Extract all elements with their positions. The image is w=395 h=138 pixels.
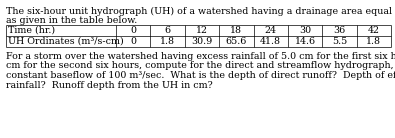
Text: 6: 6 [164,26,171,35]
Text: 30: 30 [299,26,311,35]
Text: rainfall?  Runoff depth from the UH in cm?: rainfall? Runoff depth from the UH in cm… [6,80,213,90]
Text: 12: 12 [196,26,208,35]
Text: 42: 42 [368,26,380,35]
Text: 30.9: 30.9 [191,37,213,46]
Text: 41.8: 41.8 [260,37,281,46]
Text: 5.5: 5.5 [332,37,347,46]
Text: 24: 24 [265,26,276,35]
Text: 65.6: 65.6 [226,37,247,46]
Text: 0: 0 [130,26,136,35]
Text: 1.8: 1.8 [160,37,175,46]
Text: as given in the table below.: as given in the table below. [6,16,137,25]
Text: Time (hr.): Time (hr.) [8,26,55,35]
Text: UH Ordinates (m³/s-cm): UH Ordinates (m³/s-cm) [8,37,124,46]
Text: constant baseflow of 100 m³/sec.  What is the depth of direct runoff?  Depth of : constant baseflow of 100 m³/sec. What is… [6,71,395,80]
Text: 1.8: 1.8 [366,37,381,46]
Text: For a storm over the watershed having excess rainfall of 5.0 cm for the first si: For a storm over the watershed having ex… [6,52,395,61]
Text: The six-hour unit hydrograph (UH) of a watershed having a drainage area equal to: The six-hour unit hydrograph (UH) of a w… [6,7,395,16]
Text: 36: 36 [333,26,346,35]
Text: cm for the second six hours, compute for the direct and streamflow hydrograph, a: cm for the second six hours, compute for… [6,62,395,71]
Text: 18: 18 [230,26,242,35]
Text: 14.6: 14.6 [295,37,316,46]
Text: 0: 0 [130,37,136,46]
